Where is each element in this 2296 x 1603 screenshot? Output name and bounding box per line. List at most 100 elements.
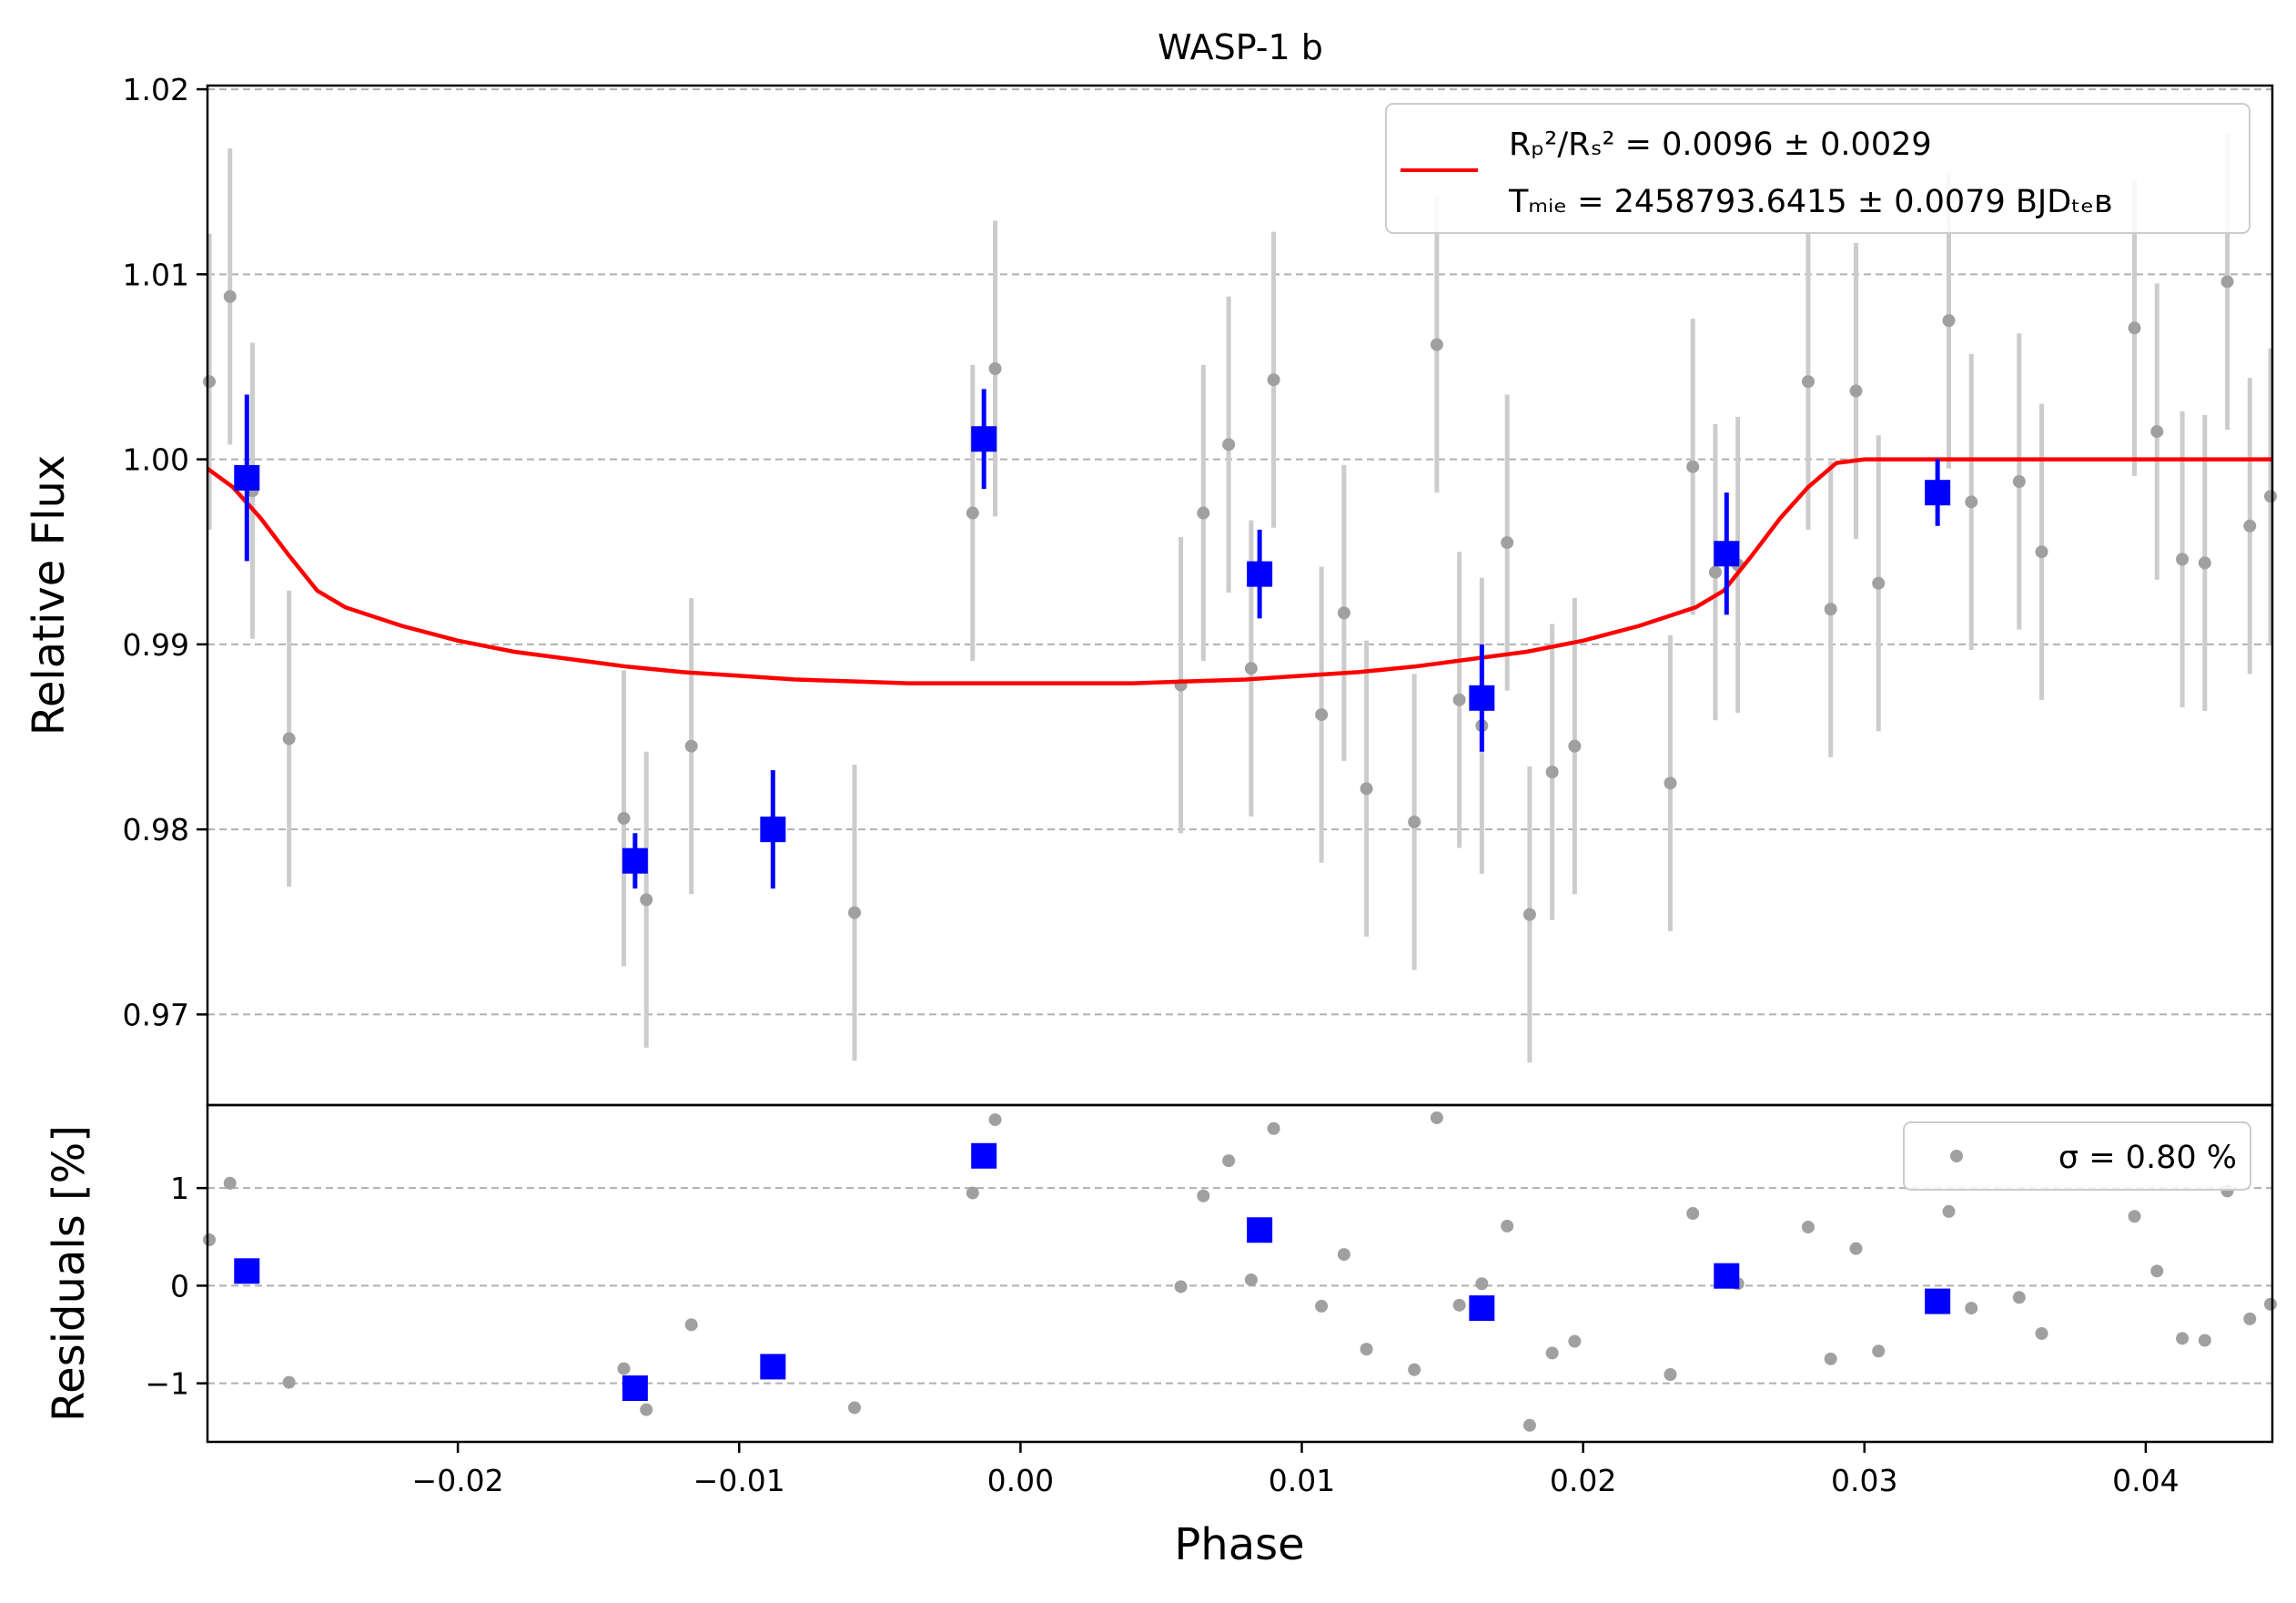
residual-point — [1522, 1418, 1536, 1432]
raw-point — [2198, 556, 2211, 570]
residual-point — [2012, 1291, 2026, 1304]
raw-point — [2176, 553, 2190, 566]
raw-point — [1408, 816, 1421, 829]
raw-point — [1942, 314, 1956, 328]
x-tick-label: 0.04 — [2112, 1463, 2179, 1498]
raw-point — [1568, 739, 1582, 753]
residual-point — [1942, 1204, 1956, 1218]
top-binned-series — [234, 389, 1951, 889]
raw-point — [2035, 545, 2048, 559]
bottom-legend-text: σ = 0.80 % — [2058, 1140, 2237, 1176]
raw-point — [847, 906, 861, 919]
x-tick-label: −0.01 — [693, 1463, 785, 1498]
bottom-legend: σ = 0.80 % — [1903, 1121, 2251, 1191]
raw-point — [1315, 708, 1329, 722]
bottom-legend-marker — [1950, 1150, 1963, 1162]
x-tick-label: 0.00 — [987, 1463, 1054, 1498]
residual-point — [2035, 1326, 2048, 1340]
raw-point — [1430, 338, 1443, 351]
y-tick-label: 1.02 — [123, 72, 189, 107]
bottom-legend-box — [1903, 1121, 2251, 1191]
bottom-binned-series — [234, 1142, 1951, 1402]
raw-point — [1801, 375, 1815, 389]
raw-point — [203, 375, 216, 389]
bottom-y-axis: −1 0 1 — [145, 1171, 207, 1402]
residual-point — [2198, 1334, 2211, 1347]
residual-point — [1315, 1299, 1329, 1313]
raw-point — [684, 739, 698, 753]
binned-residual-point — [1247, 1217, 1273, 1243]
residual-point — [1872, 1344, 1886, 1358]
binned-residual-point — [971, 1142, 997, 1169]
residual-point — [1197, 1189, 1210, 1202]
binned-residual-point — [1925, 1288, 1951, 1314]
raw-point — [2128, 321, 2141, 335]
residual-y-tick-label: 0 — [170, 1268, 189, 1304]
raw-point — [1337, 606, 1350, 620]
residual-point — [2150, 1264, 2164, 1278]
residual-point — [1824, 1352, 1837, 1365]
top-y-axis: 0.97 0.98 0.99 1.00 1.01 1.02 — [123, 72, 207, 1032]
residual-point — [1222, 1154, 1236, 1168]
residual-point — [1801, 1221, 1815, 1234]
binned-point — [622, 847, 648, 874]
raw-point — [2264, 490, 2277, 503]
binned-point — [971, 426, 997, 452]
binned-point — [1925, 480, 1951, 506]
binned-residual-point — [1714, 1263, 1740, 1289]
residual-point — [1545, 1346, 1559, 1360]
raw-point — [1452, 693, 1466, 706]
binned-point — [234, 464, 260, 491]
binned-residual-point — [1469, 1295, 1495, 1322]
residual-point — [2264, 1297, 2277, 1311]
residual-y-tick-label: −1 — [145, 1366, 189, 1402]
residual-point — [2243, 1312, 2257, 1325]
raw-point — [1360, 782, 1373, 796]
y-tick-label: 1.01 — [123, 257, 189, 292]
residual-point — [1849, 1242, 1863, 1255]
binned-point — [1469, 685, 1495, 711]
raw-point — [1664, 776, 1677, 790]
residual-point — [1664, 1368, 1677, 1381]
raw-point — [2012, 474, 2026, 488]
raw-point — [1222, 438, 1236, 451]
raw-point — [1244, 662, 1258, 675]
top-legend-line2: Tₘᵢₑ = 2458793.6415 ± 0.0079 BJDₜₑʙ — [1508, 184, 2112, 220]
chart-title: WASP-1 b — [1158, 27, 1323, 67]
raw-point — [1824, 603, 1837, 616]
raw-point — [1197, 506, 1210, 520]
residual-point — [1337, 1248, 1350, 1262]
x-tick-label: 0.03 — [1831, 1463, 1897, 1498]
top-model-series — [206, 457, 2272, 685]
residual-point — [1501, 1219, 1514, 1233]
raw-point — [1872, 576, 1886, 590]
raw-point — [617, 811, 631, 825]
binned-residual-point — [234, 1258, 260, 1284]
y-tick-label: 0.98 — [123, 812, 189, 847]
residual-point — [223, 1176, 237, 1190]
residual-point — [2128, 1210, 2141, 1223]
raw-point — [2243, 519, 2257, 533]
residual-point — [988, 1113, 1002, 1127]
binned-residual-point — [760, 1354, 786, 1380]
x-axis: −0.02 −0.01 0.00 0.01 0.02 0.03 0.04 — [412, 1442, 2180, 1498]
residual-point — [847, 1401, 861, 1415]
binned-point — [760, 817, 786, 843]
y-tick-label: 0.97 — [123, 997, 189, 1032]
residual-point — [1267, 1121, 1280, 1135]
residual-point — [1686, 1207, 1700, 1221]
residual-y-tick-label: 1 — [170, 1171, 189, 1206]
raw-point — [988, 361, 1002, 375]
bottom-y-axis-title: Residuals [%] — [44, 1125, 95, 1422]
residual-point — [1174, 1280, 1188, 1294]
bottom-raw-series — [203, 1111, 2277, 1432]
residual-point — [966, 1186, 979, 1200]
residual-point — [1452, 1298, 1466, 1312]
raw-point — [1849, 384, 1863, 398]
top-raw-series — [203, 133, 2277, 1063]
y-tick-label: 1.00 — [123, 442, 189, 478]
residual-point — [1244, 1273, 1258, 1286]
raw-point — [1708, 565, 1722, 579]
x-tick-label: −0.02 — [412, 1463, 504, 1498]
x-tick-label: 0.01 — [1269, 1463, 1335, 1498]
